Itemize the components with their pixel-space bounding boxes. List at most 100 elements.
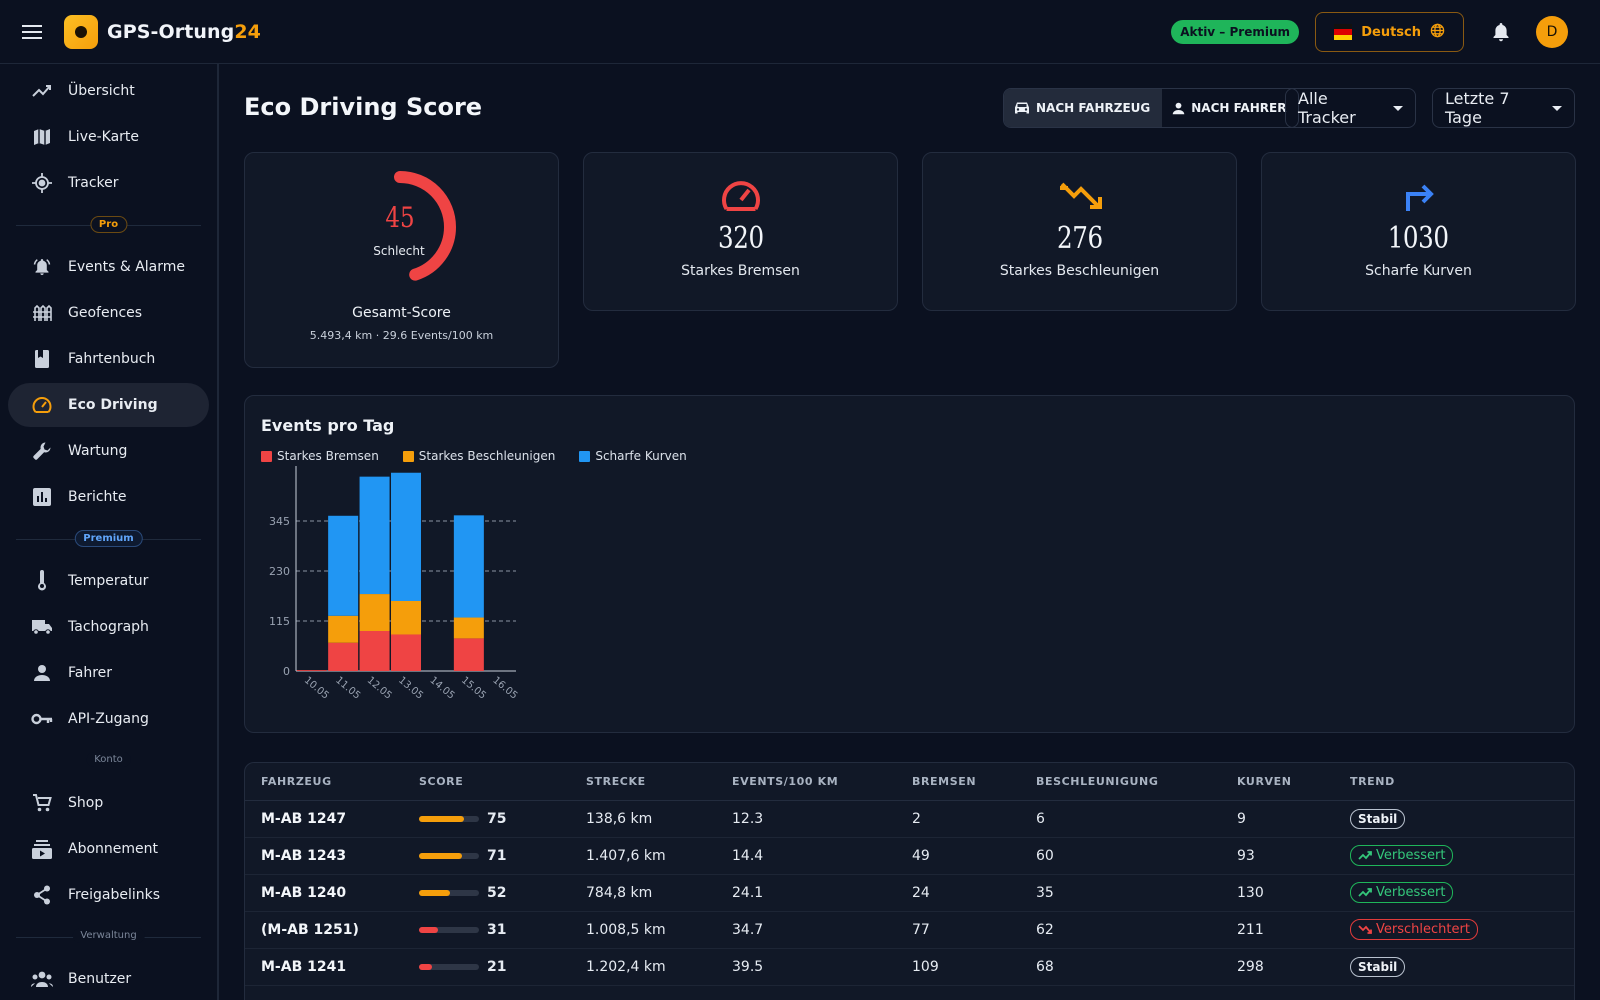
- period-filter-value: Letzte 7 Tage: [1445, 89, 1510, 127]
- column-header-events[interactable]: EVENTS/100 KM: [732, 763, 912, 801]
- score-bar-fill: [419, 963, 432, 970]
- sidebar-item-benutzer[interactable]: Benutzer: [8, 957, 209, 1000]
- speedometer-icon: [31, 394, 53, 416]
- x-tick-label: 10.05: [302, 675, 331, 702]
- gps-target-icon: [31, 172, 53, 194]
- acceleration-cell: 62: [1036, 911, 1237, 949]
- overall-score-summary: 5.493,4 km · 29.6 Events/100 km: [309, 329, 494, 342]
- bar-segment-curves[interactable]: [359, 476, 390, 595]
- y-tick-label: 345: [269, 515, 290, 528]
- braking-label: Starkes Bremsen: [681, 263, 800, 279]
- sidebar-item-geofences[interactable]: Geofences: [8, 291, 209, 335]
- truck-icon: [31, 616, 53, 638]
- braking-count: 320: [717, 221, 764, 256]
- trending-up-icon: [31, 80, 53, 102]
- distance-cell: 1.407,6 km: [586, 837, 732, 875]
- score-value: 21: [487, 958, 507, 975]
- toggle-by-driver-button[interactable]: NACH FAHRER: [1162, 89, 1298, 127]
- column-header-distance[interactable]: STRECKE: [586, 763, 732, 801]
- trend-label: Verbessert: [1376, 848, 1446, 863]
- tracker-filter-select[interactable]: Alle Tracker: [1285, 88, 1416, 128]
- sidebar-item-tracker[interactable]: Tracker: [8, 161, 209, 205]
- x-tick-label: 15.05: [459, 675, 488, 702]
- score-value: 31: [487, 921, 507, 938]
- trend-cell: Stabil: [1350, 948, 1574, 986]
- table-row[interactable]: (M-AB 1251) 31 1.008,5 km 34.7 77 62 211…: [245, 911, 1574, 949]
- column-header-acceleration[interactable]: BESCHLEUNIGUNG: [1036, 763, 1237, 801]
- sidebar-item-freigabelinks[interactable]: Freigabelinks: [8, 873, 209, 917]
- konto-section-label: Konto: [86, 752, 131, 767]
- sidebar-item-wartung[interactable]: Wartung: [8, 429, 209, 473]
- bar-segment-braking[interactable]: [359, 631, 390, 671]
- brand-name[interactable]: GPS-Ortung24: [107, 20, 261, 43]
- logo-icon[interactable]: [64, 14, 98, 49]
- speedometer-icon: [720, 175, 762, 217]
- distance-cell: 138,6 km: [586, 800, 732, 838]
- trend-cell: Verbessert: [1350, 874, 1574, 912]
- bar-segment-curves[interactable]: [328, 515, 359, 616]
- column-header-trend[interactable]: TREND: [1350, 763, 1574, 801]
- table-row[interactable]: M-AB 1240 52 784,8 km 24.1 24 35 130 Ver…: [245, 874, 1574, 912]
- events-per-100km-cell: 39.5: [732, 948, 912, 986]
- bar-segment-braking[interactable]: [391, 634, 421, 671]
- sidebar-item-fahrtenbuch[interactable]: Fahrtenbuch: [8, 337, 209, 381]
- bar-segment-acceleration[interactable]: [391, 601, 421, 635]
- table-row[interactable]: M-AB 1243 71 1.407,6 km 14.4 49 60 93 Ve…: [245, 837, 1574, 875]
- bar-segment-braking[interactable]: [453, 638, 484, 671]
- bar-segment-curves[interactable]: [453, 515, 484, 618]
- avatar[interactable]: D: [1536, 16, 1568, 48]
- notification-bell-icon[interactable]: [1486, 17, 1516, 47]
- sidebar-item-abonnement[interactable]: Abonnement: [8, 827, 209, 871]
- score-cell: 75: [419, 800, 586, 838]
- table-row[interactable]: M-AB 1247 75 138,6 km 12.3 2 6 9 Stabil: [245, 800, 1574, 838]
- sidebar-item-berichte[interactable]: Berichte: [8, 475, 209, 519]
- column-header-score[interactable]: SCORE: [419, 763, 586, 801]
- column-header-brakes[interactable]: BREMSEN: [912, 763, 1036, 801]
- sidebar-item-tachograph[interactable]: Tachograph: [8, 605, 209, 649]
- y-tick-label: 230: [269, 565, 290, 578]
- vehicle-name: (M-AB 1251): [245, 911, 419, 949]
- period-filter-select[interactable]: Letzte 7 Tage: [1432, 88, 1575, 128]
- vehicle-name: M-AB 1247: [245, 800, 419, 838]
- bar-segment-curves[interactable]: [391, 472, 421, 601]
- sidebar-item-temperatur[interactable]: Temperatur: [8, 559, 209, 603]
- column-header-vehicle[interactable]: FAHRZEUG: [245, 763, 419, 801]
- view-toggle: NACH FAHRZEUG NACH FAHRER: [1003, 88, 1300, 128]
- trend-cell: Verbessert: [1350, 837, 1574, 875]
- y-tick-label: 0: [283, 665, 290, 678]
- main-content: Eco Driving Score NACH FAHRZEUG NACH FAH…: [219, 64, 1600, 1000]
- menu-icon[interactable]: [0, 0, 64, 64]
- table-row[interactable]: M-AB 1241 21 1.202,4 km 39.5 109 68 298 …: [245, 948, 1574, 986]
- bar-segment-braking[interactable]: [296, 670, 327, 671]
- bar-segment-acceleration[interactable]: [328, 615, 359, 643]
- bar-segment-braking[interactable]: [328, 642, 359, 671]
- toggle-by-vehicle-button[interactable]: NACH FAHRZEUG: [1004, 89, 1163, 127]
- sidebar-item-label: Temperatur: [68, 573, 149, 589]
- sidebar-item-label: Events & Alarme: [68, 259, 186, 275]
- sidebar-item-events[interactable]: Events & Alarme: [8, 245, 209, 289]
- overall-score-title: Gesamt-Score: [352, 305, 451, 321]
- stat-card-braking: 320 Starkes Bremsen: [583, 152, 898, 311]
- person-icon: [31, 662, 53, 684]
- language-button[interactable]: Deutsch: [1315, 12, 1464, 52]
- sidebar-item-label: Live-Karte: [68, 129, 140, 145]
- bar-segment-acceleration[interactable]: [453, 617, 484, 639]
- curves-count: 1030: [1388, 221, 1449, 256]
- acceleration-cell: 35: [1036, 874, 1237, 912]
- sidebar-item-live-karte[interactable]: Live-Karte: [8, 115, 209, 159]
- events-per-100km-cell: 12.3: [732, 800, 912, 838]
- column-header-curves[interactable]: KURVEN: [1237, 763, 1350, 801]
- x-tick-label: 14.05: [428, 675, 457, 702]
- events-per-100km-cell: 14.4: [732, 837, 912, 875]
- overall-score-card: 45 Schlecht Gesamt-Score 5.493,4 km · 29…: [244, 152, 559, 368]
- sidebar-item-label: Eco Driving: [68, 397, 158, 413]
- sidebar-item-eco-driving[interactable]: Eco Driving: [8, 383, 209, 427]
- sidebar-item-uebersicht[interactable]: Übersicht: [8, 69, 209, 113]
- sidebar-item-fahrer[interactable]: Fahrer: [8, 651, 209, 695]
- sidebar-item-shop[interactable]: Shop: [8, 781, 209, 825]
- distance-cell: 784,8 km: [586, 874, 732, 912]
- key-icon: [31, 708, 53, 730]
- sidebar-item-api[interactable]: API-Zugang: [8, 697, 209, 741]
- bar-segment-acceleration[interactable]: [359, 594, 390, 631]
- acceleration-label: Starkes Beschleunigen: [999, 263, 1160, 279]
